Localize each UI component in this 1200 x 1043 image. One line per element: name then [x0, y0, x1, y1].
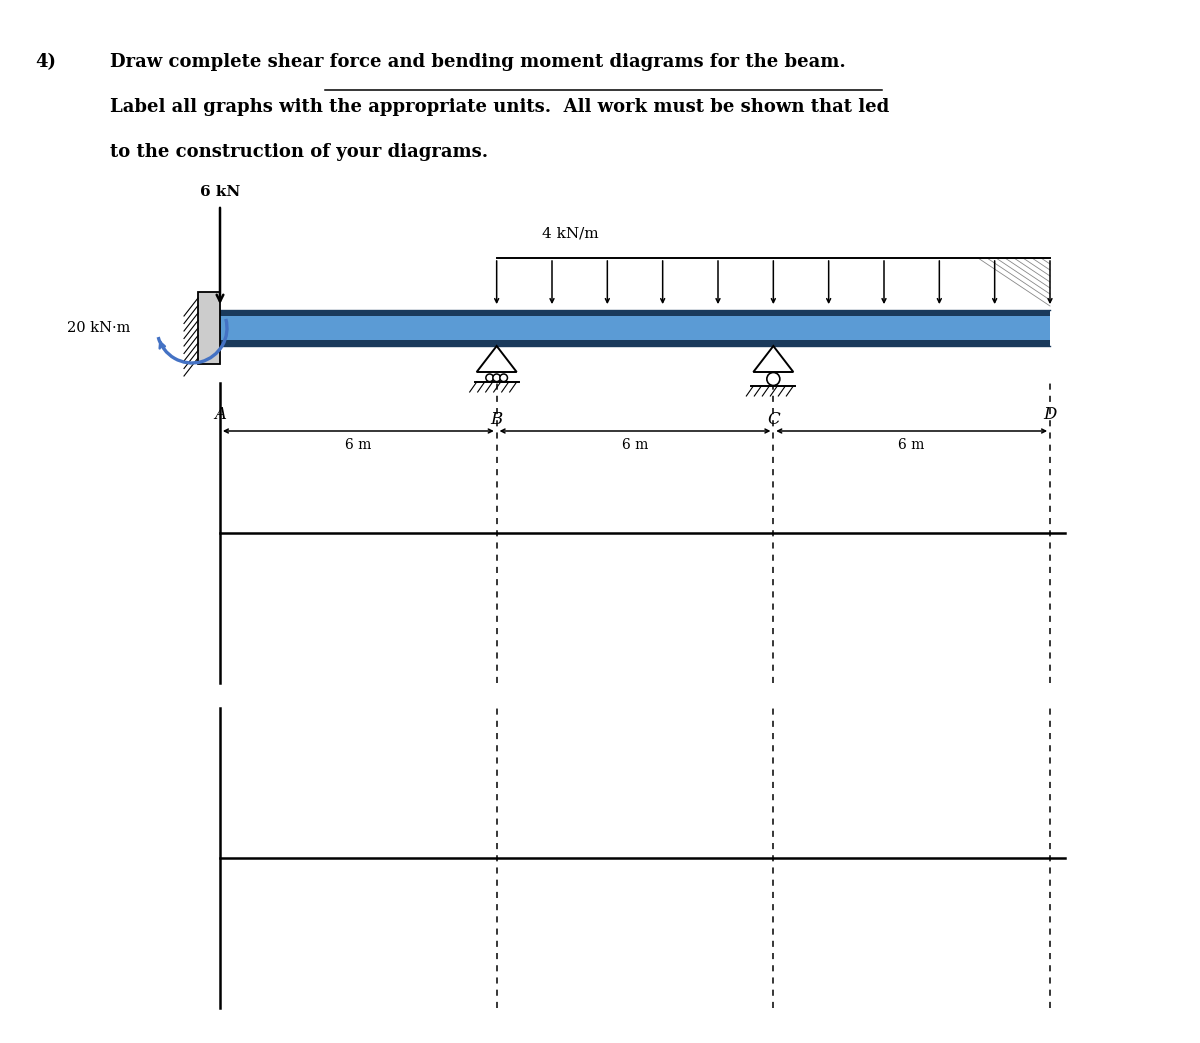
Circle shape: [767, 372, 780, 386]
Text: 6 kN: 6 kN: [200, 185, 240, 199]
Circle shape: [486, 374, 493, 382]
Text: to the construction of your diagrams.: to the construction of your diagrams.: [110, 143, 488, 161]
Text: B: B: [491, 411, 503, 428]
Text: Draw complete shear force and bending moment diagrams for the beam.: Draw complete shear force and bending mo…: [110, 53, 846, 71]
Polygon shape: [754, 346, 793, 372]
Bar: [220, 310, 1050, 315]
Text: Label all graphs with the appropriate units.  All work must be shown that led: Label all graphs with the appropriate un…: [110, 98, 889, 116]
Text: 4): 4): [35, 53, 56, 71]
Text: C: C: [767, 411, 780, 428]
Text: 6 m: 6 m: [622, 438, 648, 452]
Text: D: D: [1043, 406, 1057, 423]
Text: 4 kN/m: 4 kN/m: [541, 226, 599, 240]
Text: 6 m: 6 m: [346, 438, 372, 452]
Circle shape: [493, 374, 500, 382]
Bar: [220, 310, 1050, 346]
Circle shape: [500, 374, 508, 382]
Bar: [220, 340, 1050, 346]
Text: 20 kN·m: 20 kN·m: [67, 321, 130, 335]
Text: 6 m: 6 m: [899, 438, 925, 452]
Bar: [198, 292, 220, 364]
Polygon shape: [476, 346, 517, 372]
Text: A: A: [214, 406, 226, 423]
